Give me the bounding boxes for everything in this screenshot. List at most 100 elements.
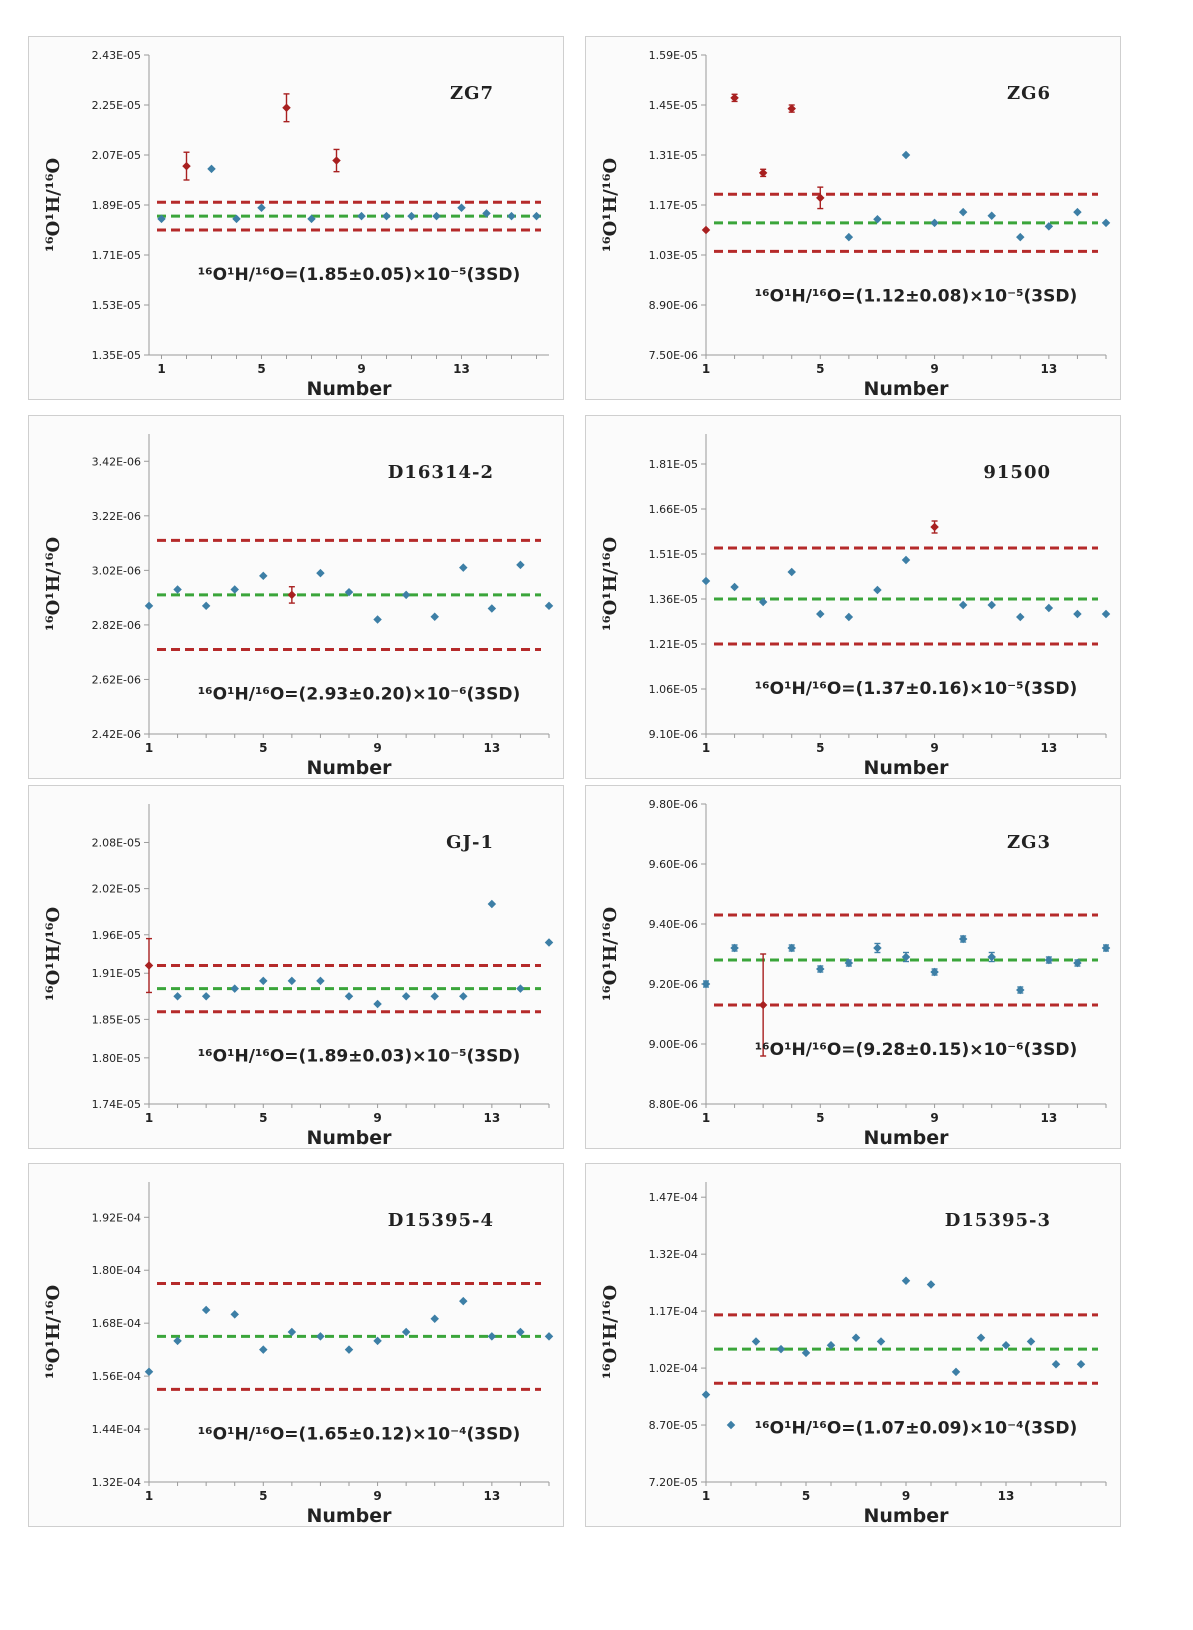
data-point bbox=[976, 1333, 986, 1342]
summary-annotation: ¹⁶O¹H/¹⁶O=(1.12±0.08)×10⁻⁵(3SD) bbox=[755, 286, 1078, 306]
summary-annotation: ¹⁶O¹H/¹⁶O=(1.65±0.12)×10⁻⁴(3SD) bbox=[198, 1424, 521, 1444]
data-point bbox=[726, 1420, 736, 1430]
data-point bbox=[201, 992, 211, 1001]
summary-annotation: ¹⁶O¹H/¹⁶O=(1.89±0.03)×10⁻⁵(3SD) bbox=[198, 1047, 521, 1067]
outlier-point bbox=[758, 168, 768, 178]
data-point bbox=[230, 984, 239, 993]
y-tick-label: 1.89E-05 bbox=[92, 199, 141, 212]
y-tick-label: 7.20E-05 bbox=[649, 1476, 698, 1489]
y-tick-label: 2.82E-06 bbox=[92, 619, 141, 632]
data-point bbox=[751, 1337, 761, 1346]
data-point bbox=[232, 214, 241, 224]
data-point bbox=[207, 164, 216, 174]
x-tick-label: 5 bbox=[816, 362, 824, 376]
x-axis-label: Number bbox=[863, 378, 949, 400]
data-point bbox=[201, 601, 211, 611]
data-point bbox=[173, 585, 182, 594]
chart-svg: 1.32E-04 1.44E-04 1.56E-04 1.68E-04 1.80E-04… bbox=[43, 1182, 554, 1527]
y-tick-label: 1.59E-05 bbox=[649, 49, 698, 62]
data-point bbox=[459, 563, 468, 572]
summary-annotation: ¹⁶O¹H/¹⁶O=(2.93±0.20)×10⁻⁶(3SD) bbox=[198, 684, 521, 704]
data-point bbox=[344, 1345, 354, 1354]
data-point bbox=[432, 211, 441, 221]
y-tick-label: 9.20E-06 bbox=[649, 978, 698, 991]
summary-annotation: ¹⁶O¹H/¹⁶O=(1.07±0.09)×10⁻⁴(3SD) bbox=[755, 1418, 1078, 1438]
y-tick-label: 1.81E-05 bbox=[649, 458, 698, 471]
y-tick-label: 1.03E-05 bbox=[649, 249, 698, 262]
panel-title: D15395-4 bbox=[388, 1210, 494, 1231]
outlier-point bbox=[816, 193, 825, 203]
y-tick-label: 7.50E-06 bbox=[649, 349, 698, 362]
y-tick-label: 1.47E-04 bbox=[649, 1191, 698, 1204]
y-tick-label: 1.31E-05 bbox=[649, 149, 698, 162]
panel-title: ZG3 bbox=[1007, 832, 1051, 853]
x-axis-label: Number bbox=[306, 378, 392, 400]
data-point bbox=[144, 601, 154, 611]
x-tick-label: 1 bbox=[157, 362, 165, 376]
data-point bbox=[407, 211, 416, 221]
data-point bbox=[516, 560, 525, 570]
y-tick-label: 9.10E-06 bbox=[649, 728, 698, 741]
x-tick-label: 13 bbox=[484, 1489, 501, 1503]
panel-title: 91500 bbox=[983, 462, 1051, 483]
data-point bbox=[544, 1332, 554, 1341]
data-point bbox=[287, 976, 297, 986]
panel-title: D15395-3 bbox=[945, 1210, 1051, 1231]
y-tick-label: 1.92E-04 bbox=[92, 1211, 141, 1224]
y-tick-label: 1.21E-05 bbox=[649, 638, 698, 651]
x-tick-label: 9 bbox=[357, 362, 365, 376]
x-axis-label: Number bbox=[306, 1127, 392, 1149]
data-point bbox=[373, 999, 382, 1009]
data-point bbox=[926, 1280, 936, 1289]
data-point bbox=[257, 203, 266, 213]
x-tick-label: 13 bbox=[998, 1489, 1015, 1503]
data-point bbox=[487, 604, 497, 613]
data-point bbox=[1044, 603, 1054, 613]
outlier-point bbox=[787, 104, 796, 113]
y-tick-label: 9.00E-06 bbox=[649, 1038, 698, 1051]
chart-svg: 8.80E-06 9.00E-06 9.20E-06 9.40E-06 9.60E-06… bbox=[600, 798, 1111, 1149]
data-point bbox=[787, 567, 796, 577]
data-point bbox=[532, 211, 541, 221]
y-tick-label: 9.40E-06 bbox=[649, 918, 698, 931]
y-tick-label: 1.85E-05 bbox=[92, 1013, 141, 1026]
y-tick-label: 1.66E-05 bbox=[649, 503, 698, 516]
y-axis-label: ¹⁶O¹H/¹⁶O bbox=[600, 1285, 621, 1379]
data-point bbox=[930, 967, 939, 977]
data-point bbox=[951, 1367, 961, 1377]
data-point bbox=[430, 1314, 439, 1324]
data-point bbox=[1016, 232, 1025, 242]
data-point bbox=[701, 576, 711, 586]
summary-annotation: ¹⁶O¹H/¹⁶O=(1.37±0.16)×10⁻⁵(3SD) bbox=[755, 679, 1078, 699]
data-point bbox=[401, 590, 411, 600]
data-point bbox=[459, 992, 468, 1001]
chart-svg: 7.50E-06 8.90E-06 1.03E-05 1.17E-05 1.31E-05… bbox=[600, 49, 1111, 400]
data-point bbox=[1073, 207, 1082, 217]
x-tick-label: 9 bbox=[902, 1489, 910, 1503]
y-axis-label: ¹⁶O¹H/¹⁶O bbox=[43, 1285, 64, 1379]
data-point bbox=[316, 568, 325, 578]
y-tick-label: 2.62E-06 bbox=[92, 673, 141, 686]
y-axis-label: ¹⁶O¹H/¹⁶O bbox=[43, 907, 64, 1001]
panel-title: GJ-1 bbox=[446, 832, 494, 853]
chart-panel-3: 9.10E-06 1.06E-05 1.21E-05 1.36E-05 1.51E-05… bbox=[585, 415, 1121, 779]
data-point bbox=[344, 992, 354, 1001]
y-tick-label: 1.32E-04 bbox=[92, 1476, 141, 1489]
x-axis-label: Number bbox=[306, 757, 392, 779]
data-point bbox=[1076, 1360, 1086, 1369]
data-point bbox=[487, 1332, 497, 1341]
y-tick-label: 1.56E-04 bbox=[92, 1370, 141, 1383]
y-tick-label: 1.74E-05 bbox=[92, 1098, 141, 1111]
data-point bbox=[201, 1305, 211, 1315]
y-tick-label: 1.02E-04 bbox=[649, 1362, 698, 1375]
data-point bbox=[987, 600, 996, 610]
x-tick-label: 5 bbox=[259, 1489, 267, 1503]
data-point bbox=[930, 218, 939, 228]
y-tick-label: 1.80E-04 bbox=[92, 1264, 141, 1277]
y-tick-label: 8.80E-06 bbox=[649, 1098, 698, 1111]
y-tick-label: 1.06E-05 bbox=[649, 683, 698, 696]
data-point bbox=[287, 1327, 297, 1337]
x-tick-label: 9 bbox=[373, 1489, 381, 1503]
data-point bbox=[307, 214, 316, 224]
x-tick-label: 13 bbox=[484, 1111, 501, 1125]
